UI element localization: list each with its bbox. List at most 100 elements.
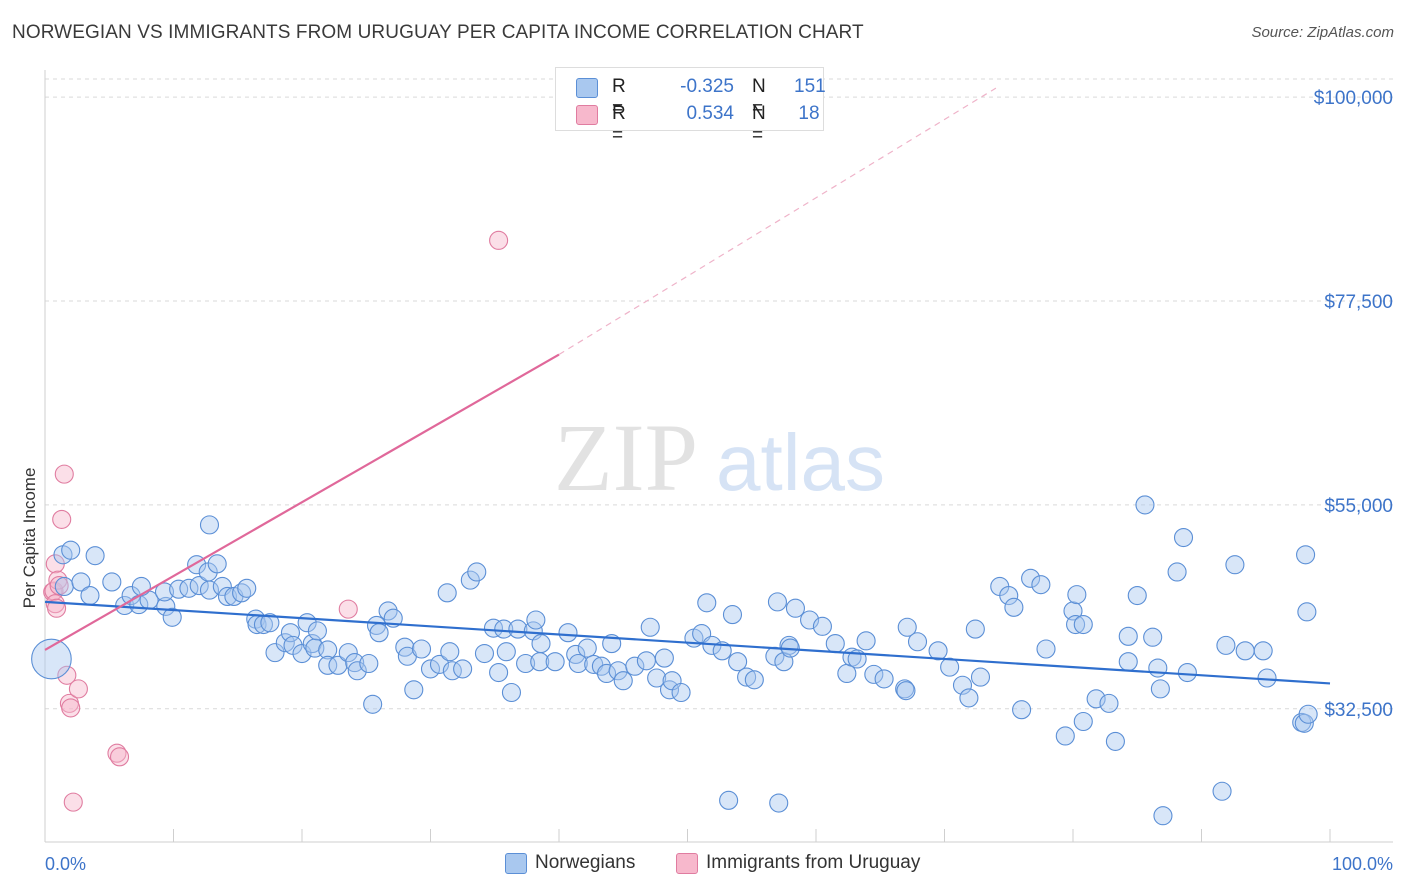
norwegian-point: [907, 632, 928, 652]
x-tick-label: 100.0%: [1332, 854, 1393, 874]
norwegian-point: [516, 653, 536, 674]
norwegian-point: [1066, 614, 1086, 635]
uruguay-point: [52, 509, 72, 529]
norwegian-point: [54, 576, 74, 597]
norwegian-point: [744, 670, 764, 690]
norwegian-point: [1086, 689, 1106, 709]
norwegian-point: [1031, 575, 1051, 595]
uruguay-point: [54, 464, 74, 484]
norwegian-point: [767, 592, 788, 612]
norwegian-point: [1127, 585, 1147, 606]
norwegian-point: [280, 623, 300, 643]
uruguay-point: [338, 599, 358, 619]
norwegian-point: [494, 619, 514, 639]
norwegian-point: [292, 643, 312, 664]
norwegian-point: [874, 669, 894, 689]
norwegian-point: [1212, 781, 1232, 801]
norwegian-point: [1225, 555, 1245, 575]
norwegian-point: [1177, 663, 1197, 683]
norwegian-point: [769, 793, 789, 813]
norwegian-point: [483, 618, 504, 638]
norwegian-point: [625, 656, 645, 676]
norwegian-point: [640, 617, 660, 637]
norwegian-point: [636, 651, 656, 671]
norwegian-point: [363, 694, 383, 714]
watermark-zip: ZIP: [554, 404, 698, 511]
norwegian-point: [928, 641, 948, 661]
legend-swatch-uruguay: [576, 105, 598, 125]
norwegian-point: [1021, 568, 1041, 588]
legend-box: R = -0.325 N = 151 R = 0.534 N = 18: [555, 67, 826, 146]
norwegian-point: [1150, 679, 1170, 699]
norwegian-point: [1148, 658, 1168, 678]
norwegian-point: [1153, 806, 1173, 826]
norwegian-point: [1055, 726, 1075, 746]
norwegian-point: [328, 655, 348, 675]
norwegian-point: [508, 619, 528, 639]
norwegian-point: [959, 688, 979, 708]
norwegian-point: [1135, 495, 1155, 515]
norwegian-point: [404, 680, 424, 700]
norwegian-point: [999, 585, 1019, 606]
trend-line-norwegians: [44, 600, 1331, 685]
uruguay-point: [107, 743, 127, 763]
norwegian-point: [896, 681, 916, 701]
norwegian-points: [31, 495, 1318, 826]
tick-layer: $100,000 $77,500 $55,000 $32,500 0.0% 100.0%: [45, 88, 1393, 874]
norwegian-point: [825, 634, 845, 654]
norwegian-point: [940, 657, 960, 677]
norwegian-point: [568, 653, 588, 674]
norwegian-point: [1073, 614, 1093, 635]
trend-line-uruguay-extension: [558, 87, 997, 356]
norwegian-point: [1099, 693, 1119, 713]
legend-r-value: 0.534: [686, 103, 734, 124]
uruguay-points: [43, 230, 509, 812]
norwegian-point: [85, 546, 105, 566]
norwegian-point: [965, 619, 985, 639]
norwegian-point: [1253, 641, 1273, 661]
norwegian-point: [275, 633, 295, 653]
norwegian-point: [613, 671, 633, 691]
norwegian-point: [207, 554, 227, 574]
norwegian-point: [897, 617, 917, 637]
y-tick-label: $32,500: [1324, 700, 1393, 721]
norwegian-point: [199, 515, 220, 535]
axis-layer: [44, 70, 1393, 843]
norwegian-point: [154, 582, 175, 602]
norwegian-point: [952, 675, 973, 695]
uruguay-point: [49, 576, 69, 596]
norwegian-point: [577, 638, 597, 658]
chart-title: NORWEGIAN VS IMMIGRANTS FROM URUGUAY PER…: [12, 22, 864, 43]
bottom-legend-swatch-norwegians: [505, 853, 527, 874]
norwegian-point: [545, 652, 565, 672]
norwegian-point: [61, 540, 81, 560]
norwegian-point: [71, 572, 91, 592]
norwegian-point: [1173, 527, 1194, 548]
norwegian-point: [318, 640, 338, 660]
norwegian-point: [411, 639, 432, 659]
norwegian-point: [501, 682, 522, 703]
norwegian-point: [189, 576, 209, 596]
uruguay-point: [61, 698, 81, 718]
norwegian-point: [260, 613, 280, 633]
norwegian-point: [347, 661, 367, 681]
trend-layer: [44, 87, 1331, 685]
y-tick-label: $100,000: [1314, 88, 1393, 109]
uruguay-point: [109, 747, 130, 767]
bottom-legend-swatch-uruguay: [676, 853, 698, 874]
norwegian-point: [530, 652, 550, 672]
norwegian-point: [785, 598, 805, 618]
norwegian-point: [359, 653, 379, 674]
uruguay-point: [489, 230, 509, 250]
x-tick-label: 0.0%: [45, 854, 86, 874]
norwegian-point: [366, 615, 387, 635]
norwegian-point: [647, 668, 667, 688]
norwegian-point: [1296, 545, 1316, 565]
norwegian-point: [162, 607, 182, 627]
norwegian-point: [719, 790, 739, 810]
watermark: ZIP atlas: [554, 404, 885, 511]
legend-n-value: 18: [798, 103, 820, 124]
uruguay-point: [63, 792, 83, 812]
norwegian-point: [31, 638, 72, 680]
